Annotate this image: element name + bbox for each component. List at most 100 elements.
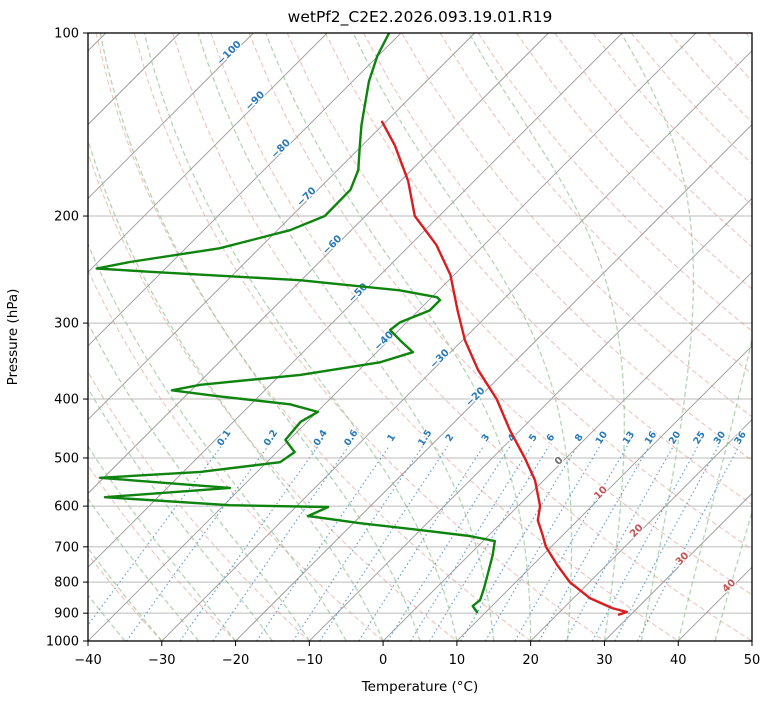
isotherm-label: 0 <box>553 455 566 468</box>
isotherm-line <box>88 33 402 347</box>
mixing-ratio-line <box>484 445 601 641</box>
mixing-ratio-label: 2 <box>444 432 457 444</box>
x-tick-label: 20 <box>522 653 539 668</box>
isotherm-line <box>677 566 752 641</box>
isotherm-label: −60 <box>321 233 345 257</box>
isotherm-line <box>604 492 752 641</box>
grid-labels: −100−90−80−70−60−50−40−30−200102030400.1… <box>214 38 750 597</box>
isotherm-label: −90 <box>244 89 268 113</box>
mixing-ratio-line <box>614 445 719 641</box>
dry-adiabat-line <box>554 33 752 248</box>
dry-adiabat-line <box>171 33 679 641</box>
moist-adiabat-line <box>677 336 752 641</box>
y-tick-label: 600 <box>54 500 79 515</box>
isotherm-label: 10 <box>592 484 610 502</box>
x-tick-label: −30 <box>148 653 175 668</box>
dry-adiabat-line <box>324 33 752 506</box>
x-tick-label: 10 <box>449 653 466 668</box>
isotherm-line <box>235 123 752 641</box>
mixing-ratio-line <box>88 445 222 627</box>
isotherm-line <box>751 640 752 641</box>
isotherm-label: −100 <box>215 39 243 67</box>
mixing-ratio-label: 8 <box>573 432 586 444</box>
x-tick-label: −20 <box>222 653 249 668</box>
x-axis-label: Temperature (°C) <box>361 679 479 695</box>
y-tick-label: 100 <box>54 27 79 42</box>
mixing-ratio-line <box>429 445 550 641</box>
x-tick-label: 50 <box>744 653 761 668</box>
moist-adiabat-line <box>88 547 163 641</box>
dry-adiabat-line <box>592 33 752 206</box>
sounding-profiles <box>95 33 628 616</box>
background-grid <box>88 33 752 641</box>
mixing-ratio-label: 5 <box>527 432 540 444</box>
dry-adiabat-line <box>88 464 236 641</box>
isotherm-label: 40 <box>721 577 739 595</box>
isotherm-line <box>382 271 752 641</box>
y-tick-label: 200 <box>54 210 79 225</box>
dry-adiabat-line <box>668 33 752 124</box>
mixing-ratio-line <box>564 445 674 641</box>
isotherm-label: −70 <box>295 185 319 209</box>
dry-adiabat-line <box>439 33 752 375</box>
mixing-ratio-label: 10 <box>594 429 611 446</box>
y-tick-label: 300 <box>54 317 79 332</box>
moist-adiabat-line <box>468 33 625 641</box>
dry-adiabat-line <box>210 33 752 641</box>
moist-adiabat-line <box>352 33 573 641</box>
dry-adiabat-line <box>363 33 752 461</box>
mixing-ratio-line <box>538 445 650 641</box>
moist-adiabat-line <box>88 242 347 641</box>
dry-adiabat-line <box>248 33 752 596</box>
mixing-ratio-line <box>636 445 740 641</box>
y-tick-label: 800 <box>54 576 79 591</box>
plot-area: −100−90−80−70−60−50−40−30−200102030400.1… <box>46 27 761 669</box>
mixing-ratio-label: 36 <box>732 429 749 446</box>
mixing-ratio-label: 6 <box>545 432 558 444</box>
moist-adiabat-line <box>143 33 458 641</box>
mixing-ratio-label: 3 <box>480 432 493 444</box>
x-tick-label: 40 <box>670 653 687 668</box>
isotherm-line <box>88 33 475 421</box>
moist-adiabat-line <box>714 510 752 641</box>
mixing-ratio-label: 25 <box>691 429 707 446</box>
isotherm-line <box>309 197 752 641</box>
mixing-ratio-line <box>591 445 699 641</box>
chart-title: wetPf2_C2E2.2026.093.19.01.R19 <box>288 8 553 27</box>
dry-adiabat-line <box>88 269 384 641</box>
x-tick-label: 0 <box>379 653 387 668</box>
isotherm-label: 30 <box>674 550 692 568</box>
isotherm-line <box>88 33 254 199</box>
mixing-ratio-label: 30 <box>712 429 729 446</box>
mixing-ratio-label: 0.2 <box>262 428 280 448</box>
mixing-ratio-line <box>292 445 424 641</box>
isotherm-label: −80 <box>269 137 293 161</box>
y-tick-label: 400 <box>54 393 79 408</box>
mixing-ratio-line <box>179 445 319 641</box>
x-tick-label: −40 <box>74 653 101 668</box>
y-tick-label: 500 <box>54 451 79 466</box>
mixing-ratio-label: 1 <box>385 432 398 444</box>
moist-adiabat-line <box>620 33 695 641</box>
moist-adiabat-line <box>99 33 421 641</box>
dry-adiabat-line <box>401 33 752 418</box>
y-tick-label: 700 <box>54 540 79 555</box>
isotherm-line <box>456 345 752 641</box>
mixing-ratio-line <box>126 445 269 641</box>
moist-adiabat-line <box>88 321 310 641</box>
dry-adiabat-line <box>88 553 163 641</box>
axes-frame <box>87 32 753 642</box>
dry-adiabat-line <box>88 151 458 641</box>
moist-adiabat-line <box>88 497 200 641</box>
x-tick-label: −10 <box>296 653 323 668</box>
mixing-ratio-line <box>514 445 628 641</box>
dry-adiabat-line <box>515 33 752 290</box>
isotherm-line <box>530 419 752 641</box>
isotherm-label: 20 <box>628 522 646 540</box>
moist-adiabat-line <box>88 445 237 641</box>
dewpoint-curve <box>95 33 496 614</box>
isotherm-line <box>88 33 623 568</box>
mixing-ratio-label: 16 <box>643 429 660 446</box>
mixing-ratio-label: 13 <box>621 429 637 446</box>
